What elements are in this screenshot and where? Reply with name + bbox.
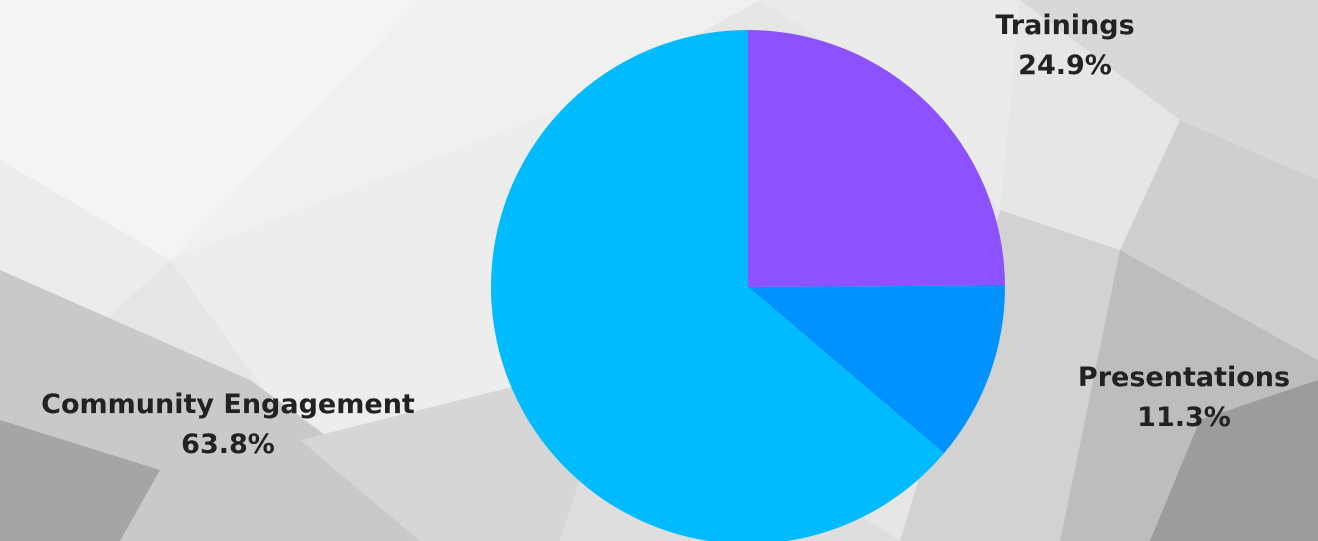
slice-label-trainings: Trainings 24.9% (960, 6, 1170, 86)
slice-value-trainings: 24.9% (1018, 50, 1112, 81)
pie-slice-presentations (748, 285, 1005, 454)
slice-label-presentations: Presentations 11.3% (1050, 358, 1318, 438)
pie-slice-community-engagement (491, 30, 944, 541)
slice-value-community-engagement: 63.8% (181, 429, 275, 460)
slice-value-presentations: 11.3% (1137, 402, 1231, 433)
slice-name-presentations: Presentations (1077, 362, 1291, 393)
slice-name-trainings: Trainings (995, 10, 1135, 41)
slice-label-community-engagement: Community Engagement 63.8% (0, 385, 456, 465)
pie-slice-trainings (748, 30, 1005, 287)
slice-name-community-engagement: Community Engagement (41, 389, 415, 420)
